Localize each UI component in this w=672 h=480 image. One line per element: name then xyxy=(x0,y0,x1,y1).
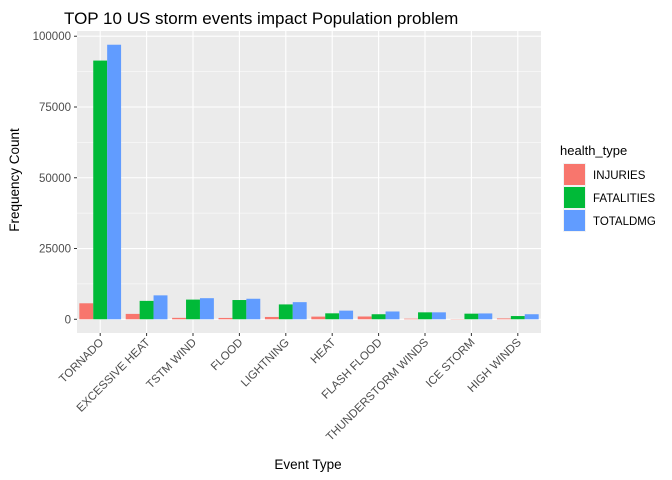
legend-key-totaldmg xyxy=(564,210,585,231)
y-tick-label: 75000 xyxy=(39,102,71,114)
y-tick-label: 25000 xyxy=(39,244,71,256)
bar-fatalities-7 xyxy=(418,312,432,320)
bar-fatalities-9 xyxy=(510,316,525,320)
bar-fatalities-8 xyxy=(464,313,479,320)
bar-injuries-3 xyxy=(218,317,233,320)
grid-minor xyxy=(77,71,541,285)
legend-items: INJURIES FATALITIES TOTALDMG xyxy=(563,163,656,232)
bar-totaldmg-5 xyxy=(339,310,354,320)
bar-injuries-4 xyxy=(264,316,279,320)
x-tick-label: TSTM WIND xyxy=(145,337,200,392)
y-tick-label: 100000 xyxy=(33,31,71,43)
x-tick-label: TORNADO xyxy=(57,337,106,386)
bar-injuries-5 xyxy=(311,316,326,320)
bar-totaldmg-8 xyxy=(478,313,493,320)
legend-key-injuries xyxy=(564,164,585,185)
bar-fatalities-6 xyxy=(371,314,386,320)
bar-injuries-7 xyxy=(404,318,419,320)
chart-title: TOP 10 US storm events impact Population… xyxy=(64,9,458,28)
bar-totaldmg-4 xyxy=(292,302,307,320)
x-tick-label: FLOOD xyxy=(209,337,246,374)
bar-totaldmg-3 xyxy=(246,298,261,320)
bar-fatalities-5 xyxy=(325,313,340,320)
x-axis-title: Event Type xyxy=(274,457,341,472)
bar-injuries-1 xyxy=(125,313,140,320)
x-tick-label: THUNDERSTORM WINDS xyxy=(324,336,431,443)
legend-key-fatalities xyxy=(564,187,585,208)
bar-injuries-2 xyxy=(172,317,187,320)
legend-label-injuries: INJURIES xyxy=(593,170,646,182)
bar-injuries-9 xyxy=(496,318,511,320)
bar-totaldmg-6 xyxy=(385,311,400,320)
bar-fatalities-0 xyxy=(93,60,108,320)
legend-title: health_type xyxy=(560,143,627,158)
bar-fatalities-3 xyxy=(232,300,247,320)
bar-injuries-0 xyxy=(79,303,94,320)
bar-totaldmg-1 xyxy=(153,295,168,320)
plot-panel xyxy=(77,31,541,333)
y-tick-label: 50000 xyxy=(39,173,71,185)
x-tick-label: LIGHTNING xyxy=(239,337,292,390)
legend-label-totaldmg: TOTALDMG xyxy=(593,216,656,228)
bar-injuries-6 xyxy=(357,316,372,320)
x-tick-label: HEAT xyxy=(309,337,339,367)
bar-fatalities-1 xyxy=(139,300,154,320)
bar-fatalities-2 xyxy=(186,299,200,320)
y-tick-label: 0 xyxy=(65,314,71,326)
legend: health_type INJURIES FATALITIES TOTALDMG xyxy=(560,143,656,232)
legend-label-fatalities: FATALITIES xyxy=(593,193,656,205)
y-axis: 0 25000 50000 75000 100000 xyxy=(33,31,77,326)
y-axis-title: Frequency Count xyxy=(7,128,22,232)
bar-totaldmg-7 xyxy=(431,312,446,320)
bars xyxy=(79,44,539,320)
bar-totaldmg-9 xyxy=(524,314,539,320)
bar-fatalities-4 xyxy=(278,304,293,320)
bar-totaldmg-2 xyxy=(199,298,214,320)
bar-totaldmg-0 xyxy=(107,44,122,320)
